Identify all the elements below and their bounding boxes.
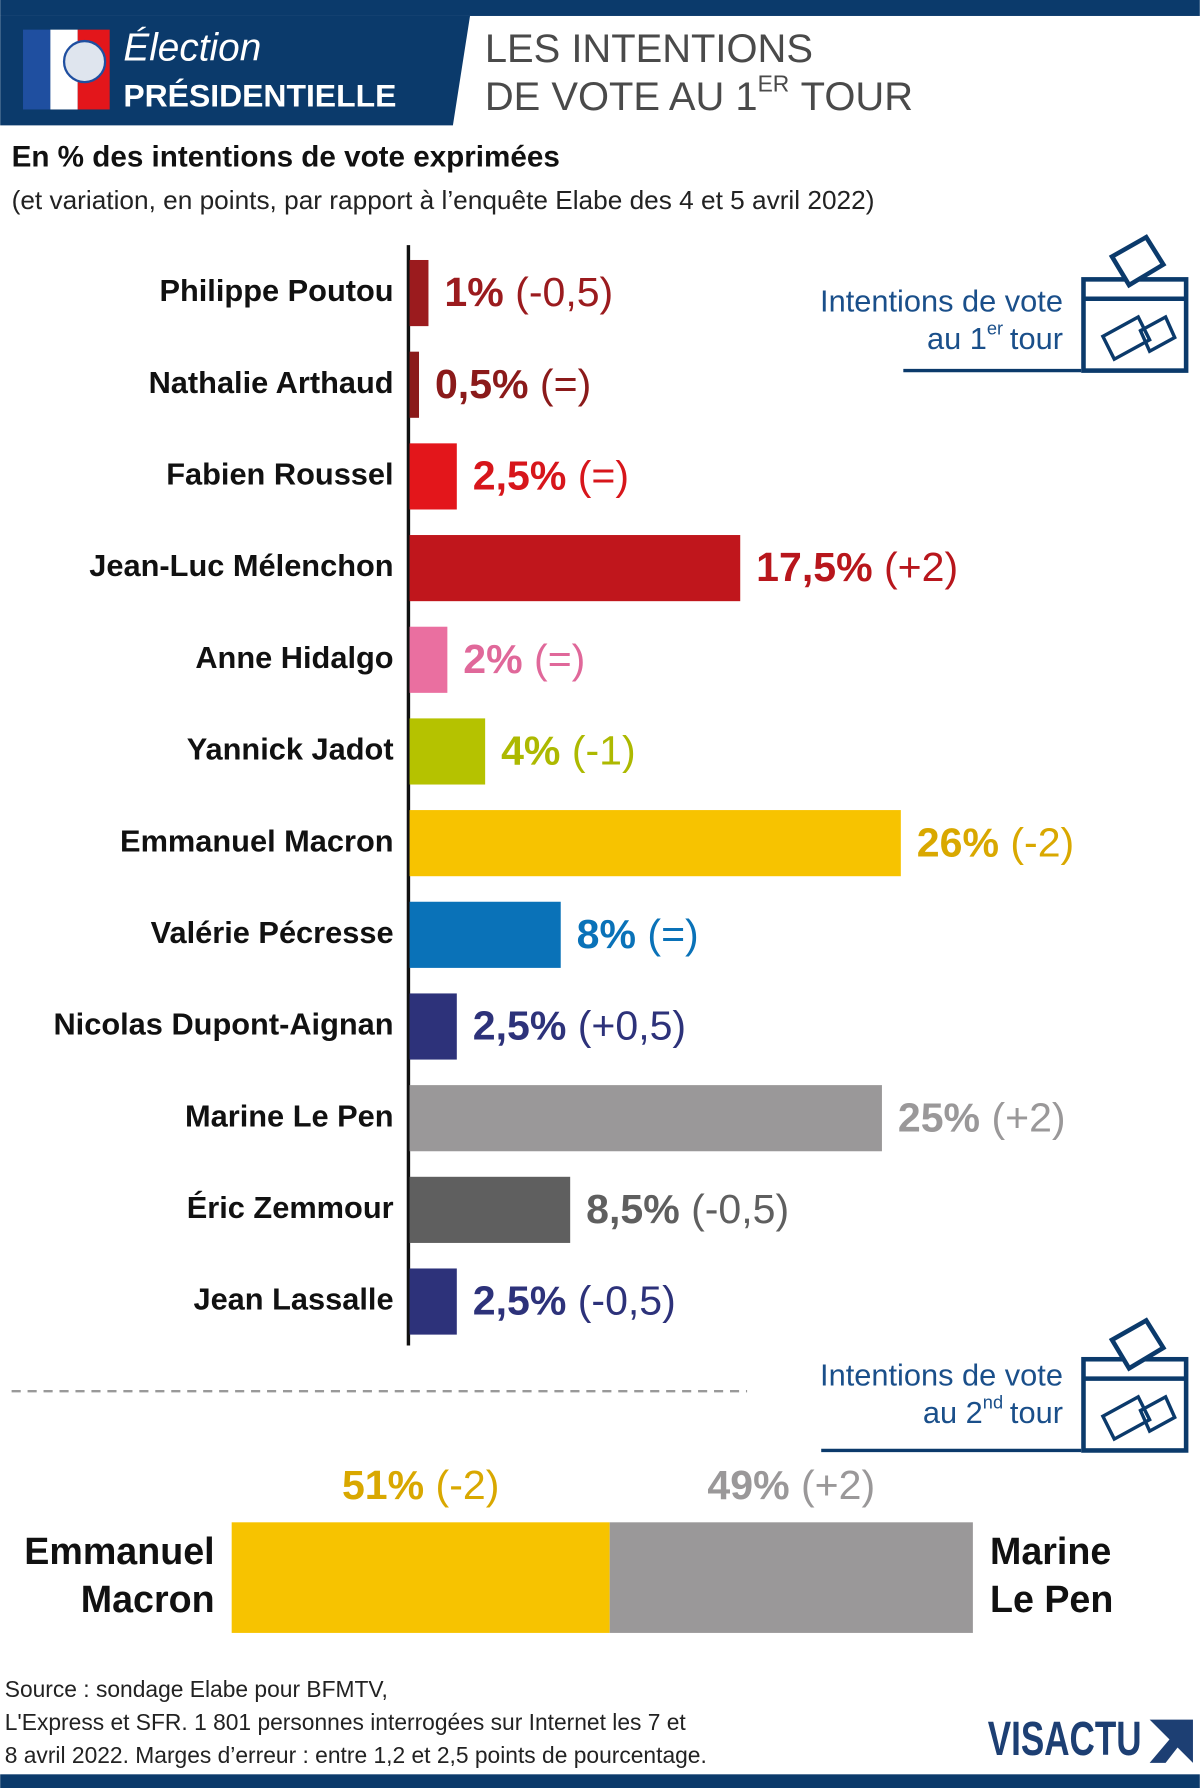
category-label: Valérie Pécresse <box>151 915 394 950</box>
logo-mark <box>1149 1719 1193 1763</box>
category-label: Jean-Luc Mélenchon <box>89 548 393 583</box>
bar <box>409 351 420 418</box>
category-label: Éric Zemmour <box>187 1190 394 1225</box>
value-label: 26% <box>917 819 999 865</box>
bar <box>409 1268 457 1335</box>
value-label: 17,5% <box>756 544 872 590</box>
change-label: (-0,5) <box>515 269 613 315</box>
title-line1: LES INTENTIONS <box>485 27 813 71</box>
title-text: DE VOTE AU 1 <box>485 75 758 119</box>
category-label: Emmanuel Macron <box>120 823 394 858</box>
legend-text: au 2nd tour <box>923 1392 1063 1431</box>
change-label: (+2) <box>884 544 958 590</box>
bar <box>409 259 429 327</box>
category-label: Marine Le Pen <box>185 1098 394 1133</box>
category-label: Yannick Jadot <box>187 732 394 767</box>
title-sup: ER <box>758 71 790 97</box>
footer: Source : sondage Elabe pour BFMTV, L'Expr… <box>5 1676 707 1768</box>
legend-sup: er <box>987 317 1003 338</box>
bar-segment <box>609 1522 973 1633</box>
change-label: (-0,5) <box>578 1278 676 1324</box>
bottom-band <box>0 1774 1200 1788</box>
bar <box>409 993 457 1060</box>
bar <box>409 810 901 877</box>
bar <box>409 901 561 968</box>
legend-text: tour <box>1010 321 1063 356</box>
category-label: Le Pen <box>990 1578 1113 1620</box>
category-label: Philippe Poutou <box>159 273 393 308</box>
value-label: 2% <box>463 636 522 682</box>
legend-text: au 1er tour <box>927 317 1063 356</box>
bar <box>409 1176 571 1243</box>
value-label: 0,5% <box>435 361 529 407</box>
legend-sup: nd <box>983 1392 1003 1413</box>
change-label: (+0,5) <box>578 1003 686 1049</box>
change-label: (=) <box>647 911 698 957</box>
source-line: L'Express et SFR. 1 801 personnes interr… <box>5 1709 687 1735</box>
badge-line1: Élection <box>123 26 261 69</box>
logo: VISACTU <box>988 1713 1142 1766</box>
value-label: 8,5% <box>586 1186 680 1232</box>
value-label: 2,5% <box>473 1003 567 1049</box>
value-label: 2,5% <box>473 1278 567 1324</box>
category-label: Nathalie Arthaud <box>149 365 394 400</box>
change-label: (-2) <box>436 1462 500 1508</box>
legend-text: au 1 <box>927 321 987 356</box>
bar <box>409 626 448 693</box>
bar <box>409 718 486 785</box>
bar <box>409 1085 882 1152</box>
legend-text: Intentions de vote <box>820 283 1063 318</box>
value-label: 51% <box>342 1462 424 1508</box>
legend-text: Intentions de vote <box>820 1358 1063 1393</box>
value-label: 2,5% <box>473 453 567 499</box>
subtitle: En % des intentions de vote exprimées <box>12 140 560 173</box>
legend-second-round: Intentions de vote au 2nd tour <box>820 1317 1189 1453</box>
change-label: (=) <box>534 636 585 682</box>
legend-first-round: Intentions de vote au 1er tour <box>820 234 1189 373</box>
value-label: 8% <box>577 911 636 957</box>
legend-text: tour <box>1010 1395 1063 1430</box>
category-label: Marine <box>990 1530 1111 1572</box>
source-line: 8 avril 2022. Marges d’erreur : entre 1,… <box>5 1742 707 1768</box>
category-label: Emmanuel <box>24 1530 214 1572</box>
change-label: (-0,5) <box>691 1186 789 1232</box>
note: (et variation, en points, par rapport à … <box>12 185 875 215</box>
badge-line2: PRÉSIDENTIELLE <box>123 78 396 114</box>
value-label: 49% <box>707 1462 789 1508</box>
category-label: Anne Hidalgo <box>195 640 393 675</box>
bar <box>409 535 741 602</box>
category-label: Macron <box>81 1578 215 1620</box>
source-line: Source : sondage Elabe pour BFMTV, <box>5 1676 388 1702</box>
top-band <box>0 0 1200 16</box>
badge <box>0 15 471 126</box>
change-label: (+2) <box>801 1462 875 1508</box>
value-label: 4% <box>501 728 560 774</box>
category-label: Nicolas Dupont-Aignan <box>53 1007 393 1042</box>
bar <box>409 443 457 510</box>
title-text: TOUR <box>801 75 913 119</box>
change-label: (-2) <box>1010 819 1074 865</box>
legend-text: au 2 <box>923 1395 983 1430</box>
category-label: Fabien Roussel <box>166 457 393 492</box>
value-label: 25% <box>898 1094 980 1140</box>
change-label: (-1) <box>572 728 636 774</box>
title-line2: DE VOTE AU 1ER TOUR <box>485 71 913 119</box>
change-label: (+2) <box>991 1094 1065 1140</box>
value-label: 1% <box>444 269 503 315</box>
flag-icon <box>23 29 110 110</box>
category-label: Jean Lassalle <box>193 1282 393 1317</box>
change-label: (=) <box>578 453 629 499</box>
change-label: (=) <box>540 361 591 407</box>
bar-segment <box>231 1522 610 1633</box>
